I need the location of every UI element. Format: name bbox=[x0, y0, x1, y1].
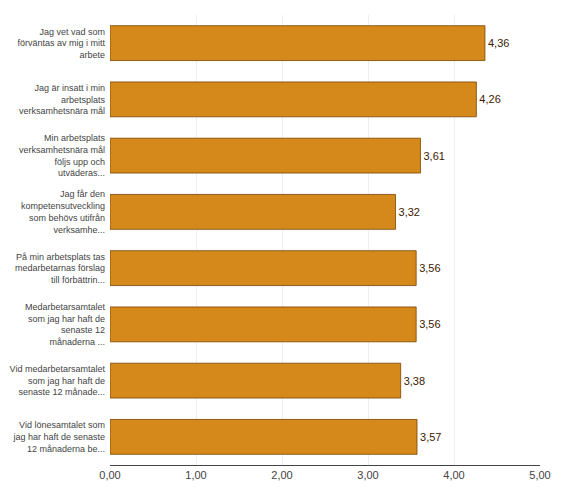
svg-text:3,38: 3,38 bbox=[404, 375, 425, 387]
svg-text:3,56: 3,56 bbox=[419, 262, 440, 274]
svg-text:4,00: 4,00 bbox=[443, 469, 464, 481]
svg-text:Vid lönesamtalet somjag har ha: Vid lönesamtalet somjag har haft de sena… bbox=[12, 420, 105, 453]
svg-text:1,00: 1,00 bbox=[185, 469, 206, 481]
svg-text:3,56: 3,56 bbox=[419, 318, 440, 330]
svg-text:På min arbetsplats tasmedarbet: På min arbetsplats tasmedarbetarnas förs… bbox=[15, 252, 106, 285]
svg-text:Medarbetarsamtaletsom jag har: Medarbetarsamtaletsom jag har haft desen… bbox=[25, 302, 106, 347]
svg-text:3,57: 3,57 bbox=[420, 431, 441, 443]
svg-text:4,36: 4,36 bbox=[488, 37, 509, 49]
svg-text:5,00: 5,00 bbox=[529, 469, 550, 481]
svg-text:2,00: 2,00 bbox=[271, 469, 292, 481]
svg-text:Jag får denkompetensutveckling: Jag får denkompetensutvecklingsom behövs… bbox=[21, 189, 105, 234]
svg-text:Jag är insatt i minarbetsplats: Jag är insatt i minarbetsplatsverksamhet… bbox=[19, 83, 106, 116]
svg-text:Min arbetsplatsverksamhetsnära: Min arbetsplatsverksamhetsnära målföljs … bbox=[19, 133, 106, 178]
svg-text:4,26: 4,26 bbox=[479, 93, 500, 105]
svg-text:3,00: 3,00 bbox=[357, 469, 378, 481]
svg-text:0,00: 0,00 bbox=[99, 469, 120, 481]
svg-text:Vid medarbetarsamtaletsom jag: Vid medarbetarsamtaletsom jag har haft d… bbox=[10, 364, 106, 397]
svg-text:3,32: 3,32 bbox=[399, 206, 420, 218]
svg-text:Jag vet vad somförväntas av mi: Jag vet vad somförväntas av mig i mittar… bbox=[17, 27, 105, 60]
svg-text:3,61: 3,61 bbox=[423, 150, 444, 162]
